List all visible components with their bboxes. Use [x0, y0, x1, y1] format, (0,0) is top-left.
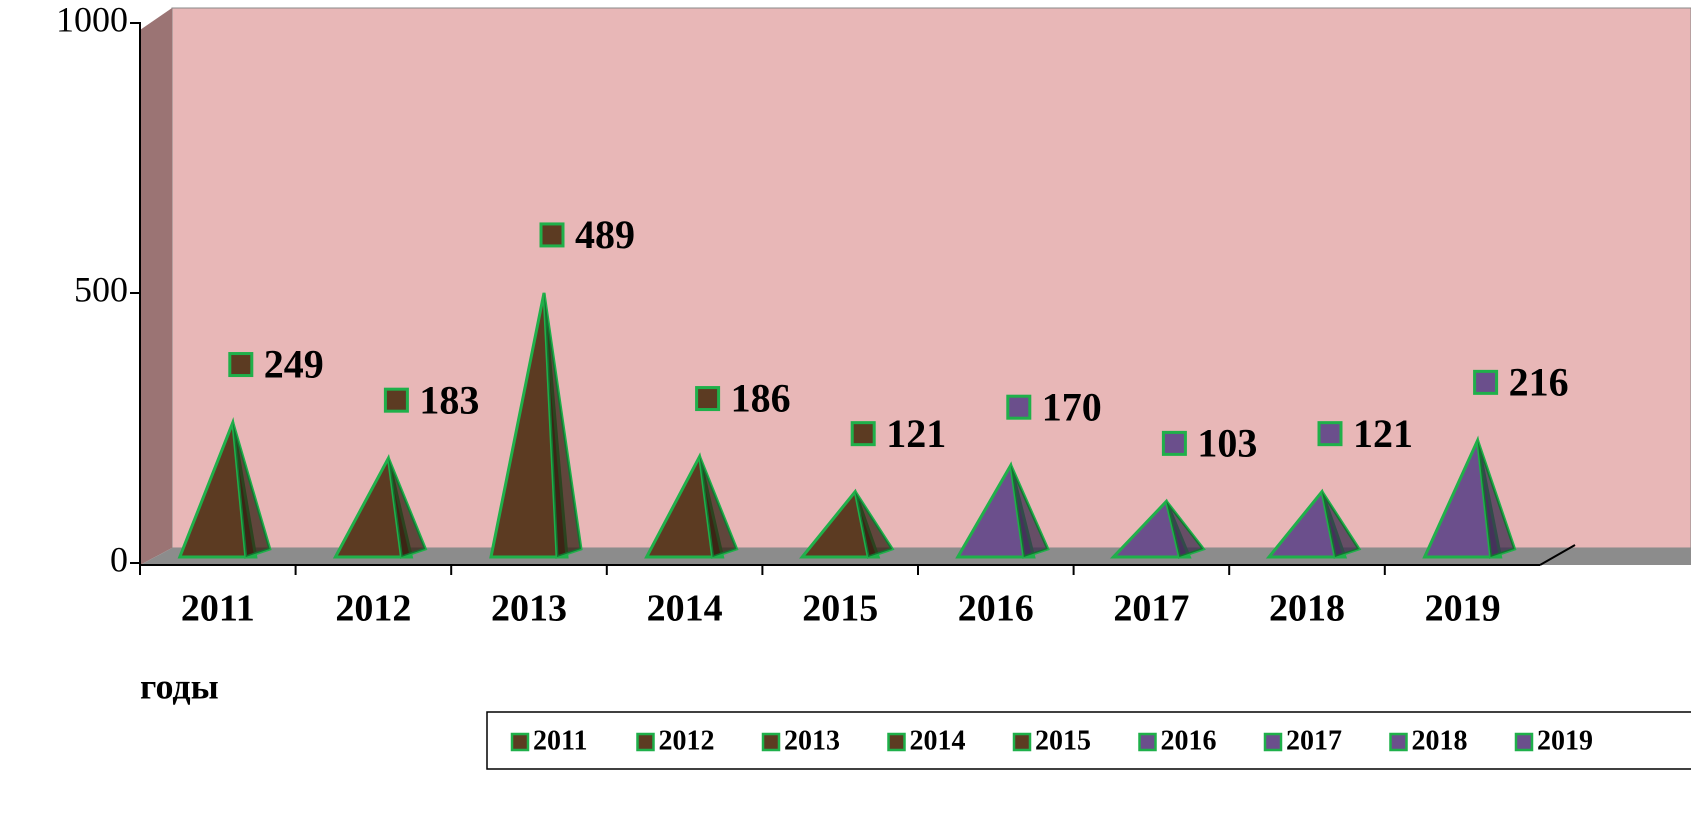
legend-key — [761, 732, 781, 752]
label-key — [1317, 421, 1343, 447]
legend-label: 2018 — [1412, 725, 1468, 756]
pyramid-side — [386, 457, 428, 559]
pyramid-side — [542, 292, 583, 560]
data-label: 170 — [1042, 384, 1102, 429]
pyramid-side — [853, 490, 895, 559]
data-label: 121 — [1353, 411, 1413, 456]
data-label: 216 — [1509, 360, 1569, 405]
legend-key — [1263, 732, 1283, 752]
x-axis-label: годы — [140, 666, 219, 706]
pyramid-shade — [1166, 501, 1204, 557]
pyramid-shade — [1477, 440, 1515, 557]
pyramid-shade — [1322, 491, 1359, 557]
pyramid-shade — [1010, 465, 1048, 557]
x-axis-end — [1539, 544, 1576, 566]
legend-label: 2017 — [1286, 725, 1342, 756]
label-key — [383, 387, 409, 413]
x-tick-label: 2012 — [335, 588, 411, 630]
x-tick-label: 2016 — [958, 588, 1034, 630]
pyramid-side — [698, 456, 739, 559]
label-key — [539, 222, 565, 248]
x-tick-label: 2011 — [181, 588, 255, 630]
x-tick-label: 2015 — [802, 588, 878, 630]
legend-label: 2016 — [1161, 725, 1217, 756]
legend-key — [636, 732, 655, 752]
pyramid-shade — [699, 456, 737, 557]
label-key — [228, 352, 254, 378]
pyramid-shade — [388, 458, 426, 557]
legend-key — [1012, 732, 1032, 752]
data-label: 103 — [1197, 421, 1257, 466]
pyramid-side — [231, 422, 272, 560]
legend-label: 2014 — [910, 725, 966, 756]
x-tick-label: 2013 — [491, 588, 567, 630]
y-tick-label: 1000 — [56, 0, 128, 39]
label-key — [695, 386, 721, 412]
x-tick-label: 2018 — [1269, 588, 1345, 630]
data-label: 489 — [575, 212, 635, 257]
y-tick-label: 500 — [74, 269, 128, 309]
pyramid-side — [1320, 490, 1362, 559]
legend-label: 2013 — [784, 725, 840, 756]
pyramid-shade — [232, 422, 270, 557]
data-label: 183 — [419, 377, 479, 422]
label-key — [1161, 430, 1187, 456]
label-key — [1473, 369, 1499, 395]
pyramid-shade — [855, 491, 893, 557]
x-tick-label: 2019 — [1425, 588, 1501, 630]
legend — [486, 711, 1691, 770]
pyramid-shade — [544, 292, 581, 557]
label-key — [1006, 394, 1032, 420]
x-tick-label: 2017 — [1113, 588, 1189, 630]
legend-key — [1138, 732, 1157, 752]
data-label: 121 — [886, 411, 946, 456]
side-wall — [140, 8, 172, 565]
x-tick-label: 2014 — [647, 588, 723, 630]
pyramid-side — [1476, 439, 1517, 560]
legend-key — [510, 732, 530, 752]
data-label: 186 — [731, 376, 791, 421]
legend-label: 2012 — [659, 725, 715, 756]
y-tick-label: 0 — [110, 539, 128, 579]
legend-key — [1389, 732, 1408, 752]
back-wall — [171, 7, 1691, 549]
pyramid-side — [1164, 500, 1206, 559]
legend-label: 2019 — [1537, 725, 1593, 756]
legend-key — [1514, 732, 1534, 752]
legend-key — [887, 732, 906, 752]
legend-label: 2015 — [1035, 725, 1091, 756]
legend-label: 2011 — [533, 725, 587, 756]
label-key — [850, 421, 876, 447]
pyramid-side — [1009, 464, 1050, 559]
data-label: 249 — [264, 342, 324, 387]
